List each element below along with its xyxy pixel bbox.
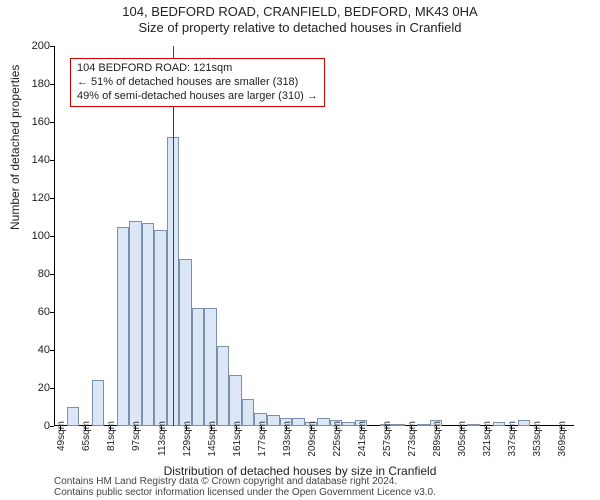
y-axis-line xyxy=(54,46,55,426)
y-tick-mark xyxy=(50,122,54,123)
y-tick-label: 180 xyxy=(20,78,50,90)
x-tick-label: 321sqm xyxy=(482,421,493,457)
histogram-bar xyxy=(154,230,167,426)
chart-title-block: 104, BEDFORD ROAD, CRANFIELD, BEDFORD, M… xyxy=(0,0,600,37)
chart-title-line1: 104, BEDFORD ROAD, CRANFIELD, BEDFORD, M… xyxy=(0,4,600,20)
histogram-bar xyxy=(229,375,242,426)
histogram-bar xyxy=(392,424,405,426)
y-tick-mark xyxy=(50,426,54,427)
histogram-bar xyxy=(267,415,280,426)
histogram-bar xyxy=(242,399,255,426)
histogram-bar xyxy=(417,424,430,426)
x-tick-label: 209sqm xyxy=(307,421,318,457)
x-tick-label: 129sqm xyxy=(182,421,193,457)
y-tick-label: 200 xyxy=(20,40,50,52)
histogram-bar xyxy=(317,418,330,426)
histogram-bar xyxy=(117,227,130,427)
histogram-bar xyxy=(92,380,105,426)
info-box-line: ← 51% of detached houses are smaller (31… xyxy=(77,76,318,90)
histogram-bar xyxy=(467,424,480,426)
x-tick-label: 337sqm xyxy=(507,421,518,457)
x-tick-label: 289sqm xyxy=(432,421,443,457)
y-tick-mark xyxy=(50,198,54,199)
y-tick-label: 0 xyxy=(20,420,50,432)
histogram-bar xyxy=(129,221,142,426)
histogram-bar xyxy=(67,407,80,426)
y-tick-mark xyxy=(50,350,54,351)
y-tick-label: 100 xyxy=(20,230,50,242)
y-tick-mark xyxy=(50,274,54,275)
y-tick-label: 40 xyxy=(20,344,50,356)
x-tick-label: 273sqm xyxy=(407,421,418,457)
x-tick-label: 369sqm xyxy=(557,421,568,457)
y-tick-mark xyxy=(50,236,54,237)
histogram-bar xyxy=(292,418,305,426)
x-tick-label: 49sqm xyxy=(56,421,67,451)
histogram-bar xyxy=(204,308,217,426)
x-tick-label: 353sqm xyxy=(532,421,543,457)
info-box: 104 BEDFORD ROAD: 121sqm← 51% of detache… xyxy=(70,58,325,107)
x-tick-label: 161sqm xyxy=(232,421,243,457)
x-tick-label: 305sqm xyxy=(457,421,468,457)
x-tick-label: 81sqm xyxy=(106,421,117,451)
chart-footnote: Contains HM Land Registry data © Crown c… xyxy=(54,476,436,498)
histogram-bar xyxy=(192,308,205,426)
x-tick-label: 241sqm xyxy=(357,421,368,457)
y-tick-mark xyxy=(50,312,54,313)
x-tick-label: 193sqm xyxy=(282,421,293,457)
histogram-bar xyxy=(518,420,531,426)
footnote-line1: Contains HM Land Registry data © Crown c… xyxy=(54,476,436,487)
x-tick-label: 225sqm xyxy=(332,421,343,457)
x-tick-label: 177sqm xyxy=(257,421,268,457)
info-box-line: 104 BEDFORD ROAD: 121sqm xyxy=(77,62,318,76)
y-tick-label: 160 xyxy=(20,116,50,128)
histogram-bar xyxy=(342,422,355,426)
x-tick-label: 113sqm xyxy=(157,421,168,456)
y-tick-mark xyxy=(50,388,54,389)
y-tick-label: 80 xyxy=(20,268,50,280)
x-tick-label: 145sqm xyxy=(207,421,218,457)
x-tick-label: 97sqm xyxy=(131,421,142,451)
y-tick-mark xyxy=(50,46,54,47)
info-box-line: 49% of semi-detached houses are larger (… xyxy=(77,90,318,104)
x-tick-label: 65sqm xyxy=(81,421,92,451)
x-tick-label: 257sqm xyxy=(382,421,393,457)
y-tick-label: 140 xyxy=(20,154,50,166)
histogram-chart: 104, BEDFORD ROAD, CRANFIELD, BEDFORD, M… xyxy=(0,0,600,500)
y-tick-label: 120 xyxy=(20,192,50,204)
footnote-line2: Contains public sector information licen… xyxy=(54,487,436,498)
histogram-bar xyxy=(217,346,230,426)
y-tick-mark xyxy=(50,160,54,161)
y-tick-mark xyxy=(50,84,54,85)
y-tick-label: 60 xyxy=(20,306,50,318)
chart-title-line2: Size of property relative to detached ho… xyxy=(0,20,600,36)
histogram-bar xyxy=(493,422,506,426)
y-tick-label: 20 xyxy=(20,382,50,394)
histogram-bar xyxy=(179,259,192,426)
plot-area: 02040608010012014016018020049sqm65sqm81s… xyxy=(54,46,574,426)
histogram-bar xyxy=(142,223,155,426)
